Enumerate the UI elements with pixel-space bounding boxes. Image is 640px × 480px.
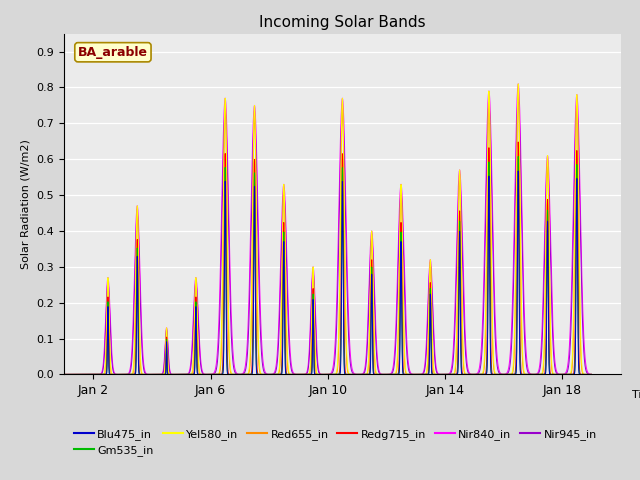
Legend: Blu475_in, Gm535_in, Yel580_in, Red655_in, Redg715_in, Nir840_in, Nir945_in: Blu475_in, Gm535_in, Yel580_in, Red655_i… xyxy=(70,424,602,460)
Text: BA_arable: BA_arable xyxy=(78,46,148,59)
Title: Incoming Solar Bands: Incoming Solar Bands xyxy=(259,15,426,30)
Y-axis label: Solar Radiation (W/m2): Solar Radiation (W/m2) xyxy=(21,139,31,269)
Text: Time: Time xyxy=(632,390,640,400)
